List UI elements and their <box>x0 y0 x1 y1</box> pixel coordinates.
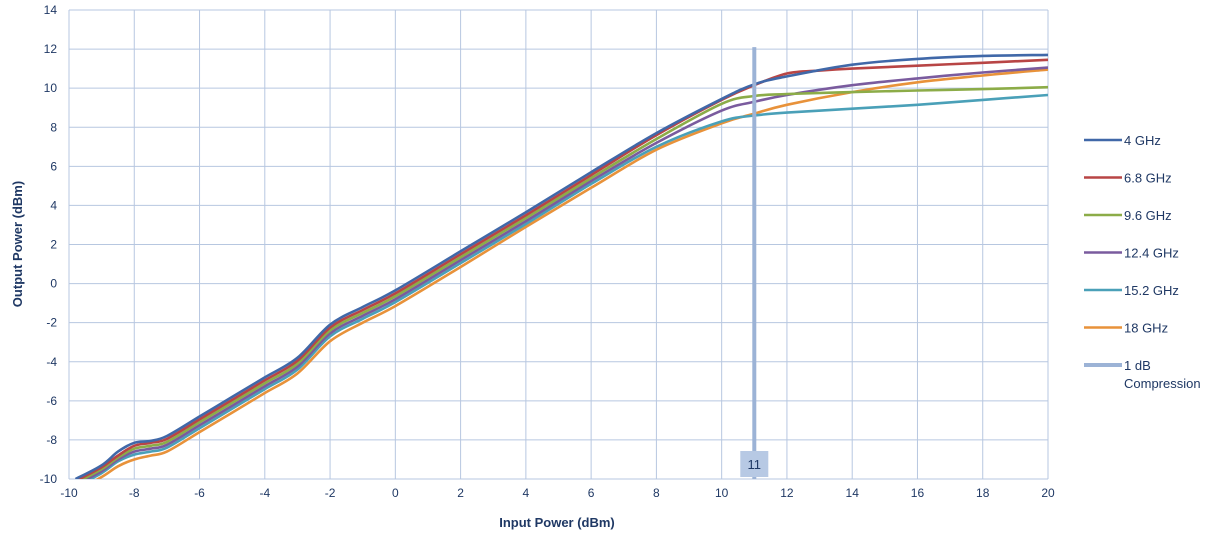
y-tick-label: 10 <box>44 81 58 95</box>
legend-label: 18 GHz <box>1124 321 1168 336</box>
y-tick-label: 8 <box>50 120 57 134</box>
compression-marker: 11 <box>740 47 769 479</box>
x-tick-label: -2 <box>325 486 336 500</box>
series-line-15-2-ghz <box>88 93 1048 479</box>
y-tick-label: -2 <box>46 316 57 330</box>
legend-item: 6.8 GHz <box>1084 171 1172 186</box>
x-tick-label: -8 <box>129 486 140 500</box>
x-tick-label: 4 <box>523 486 530 500</box>
y-tick-label: -4 <box>46 355 57 369</box>
x-tick-label: 6 <box>588 486 595 500</box>
x-axis-title: Input Power (dBm) <box>499 515 615 530</box>
x-tick-label: 8 <box>653 486 660 500</box>
x-axis-ticks: -10 -8 -6 -4 -2 0 2 4 6 8 10 12 14 16 18 20 <box>60 486 1055 500</box>
x-tick-label: 18 <box>976 486 990 500</box>
legend: 4 GHz 6.8 GHz 9.6 GHz 12.4 GHz 15.2 GHz 18 GH… <box>1084 133 1201 391</box>
y-tick-label: -6 <box>46 394 57 408</box>
y-tick-label: 14 <box>44 3 58 17</box>
y-axis-ticks: -10 -8 -6 -4 -2 0 2 4 6 8 10 12 14 <box>40 3 58 486</box>
y-tick-label: 2 <box>50 238 57 252</box>
compression-marker-label-box <box>740 451 769 477</box>
series-layer <box>74 53 1048 479</box>
x-tick-label: 12 <box>780 486 794 500</box>
y-tick-label: -8 <box>46 433 57 447</box>
legend-item: 4 GHz <box>1084 133 1161 148</box>
compression-marker-label: 11 <box>748 457 762 472</box>
legend-label: 6.8 GHz <box>1124 171 1172 186</box>
x-tick-label: 2 <box>457 486 464 500</box>
x-tick-label: 14 <box>846 486 860 500</box>
x-tick-label: 20 <box>1041 486 1055 500</box>
y-tick-label: 4 <box>50 198 57 212</box>
y-tick-label: 0 <box>50 277 57 291</box>
legend-label: 12.4 GHz <box>1124 246 1179 261</box>
series-line-12-4-ghz <box>84 66 1048 479</box>
series-line-18-ghz <box>95 68 1048 479</box>
legend-item: 9.6 GHz <box>1084 208 1172 223</box>
grid <box>68 9 1049 480</box>
legend-label: 1 dB Compression <box>1124 358 1201 391</box>
x-tick-label: -10 <box>60 486 78 500</box>
legend-item: 1 dB Compression <box>1084 358 1201 391</box>
y-tick-label: -10 <box>40 472 58 486</box>
x-tick-label: 16 <box>911 486 925 500</box>
x-tick-label: 10 <box>715 486 729 500</box>
x-tick-label: -6 <box>194 486 205 500</box>
legend-item: 18 GHz <box>1084 321 1168 336</box>
x-tick-label: -4 <box>259 486 270 500</box>
legend-label: 9.6 GHz <box>1124 208 1172 223</box>
legend-label: 4 GHz <box>1124 133 1161 148</box>
y-tick-label: 6 <box>50 159 57 173</box>
legend-label: 15.2 GHz <box>1124 283 1179 298</box>
legend-item: 12.4 GHz <box>1084 246 1179 261</box>
series-line-4-ghz <box>74 53 1048 479</box>
y-tick-label: 12 <box>44 42 58 56</box>
y-axis-title: Output Power (dBm) <box>10 181 25 307</box>
legend-item: 15.2 GHz <box>1084 283 1179 298</box>
x-tick-label: 0 <box>392 486 399 500</box>
series-line-9-6-ghz <box>80 85 1048 479</box>
